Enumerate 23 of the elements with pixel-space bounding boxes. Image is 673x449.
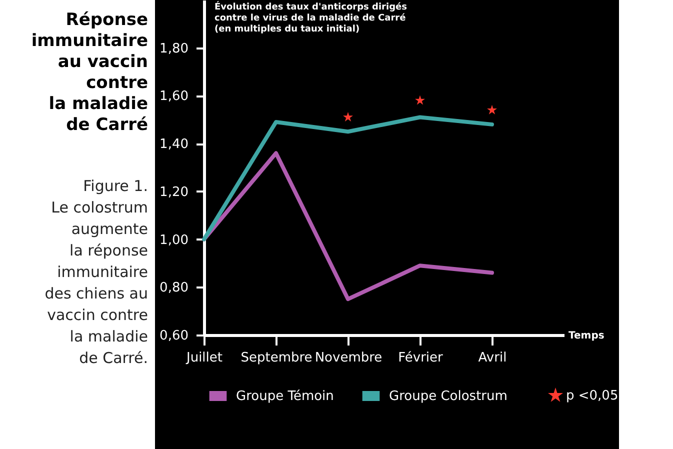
- y-tick-label: 1,20: [160, 184, 188, 200]
- y-tick-label: 0,60: [160, 328, 188, 344]
- y-tick-label: 1,60: [160, 89, 188, 104]
- x-tick-label: Septembre: [240, 350, 312, 366]
- text: Réponse immunitaire au vaccin contre la maladie de Carré: [31, 10, 148, 135]
- x-tick-label: Février: [398, 350, 444, 366]
- legend-label: Groupe Colostrum: [389, 389, 508, 404]
- point: [415, 95, 425, 105]
- point: [487, 104, 497, 114]
- y-axis-title: Évolution des taux d'anticorps dirigés contre le virus de la maladie de Carré (en multiples du taux initial): [214, 0, 407, 34]
- point: [343, 112, 353, 122]
- y-tick-label: 1,40: [160, 137, 188, 152]
- legend-label: p <0,05: [566, 388, 618, 404]
- y-tick-label: 0,80: [160, 280, 188, 296]
- y-tick-label: 1,00: [160, 232, 188, 248]
- x-tick-label: Juillet: [185, 350, 223, 366]
- x-axis-title: Temps: [568, 330, 604, 342]
- x-tick-label: Avril: [478, 350, 507, 366]
- text: Figure 1. Le colostrum augmente la réponse immunitaire des chiens au vaccin contre la maladie de Carré.: [44, 177, 148, 367]
- y-tick-label: 1,80: [160, 41, 188, 56]
- x-tick-label: Novembre: [314, 350, 382, 366]
- legend-label: Groupe Témoin: [236, 389, 334, 404]
- line-series: [202, 115, 494, 242]
